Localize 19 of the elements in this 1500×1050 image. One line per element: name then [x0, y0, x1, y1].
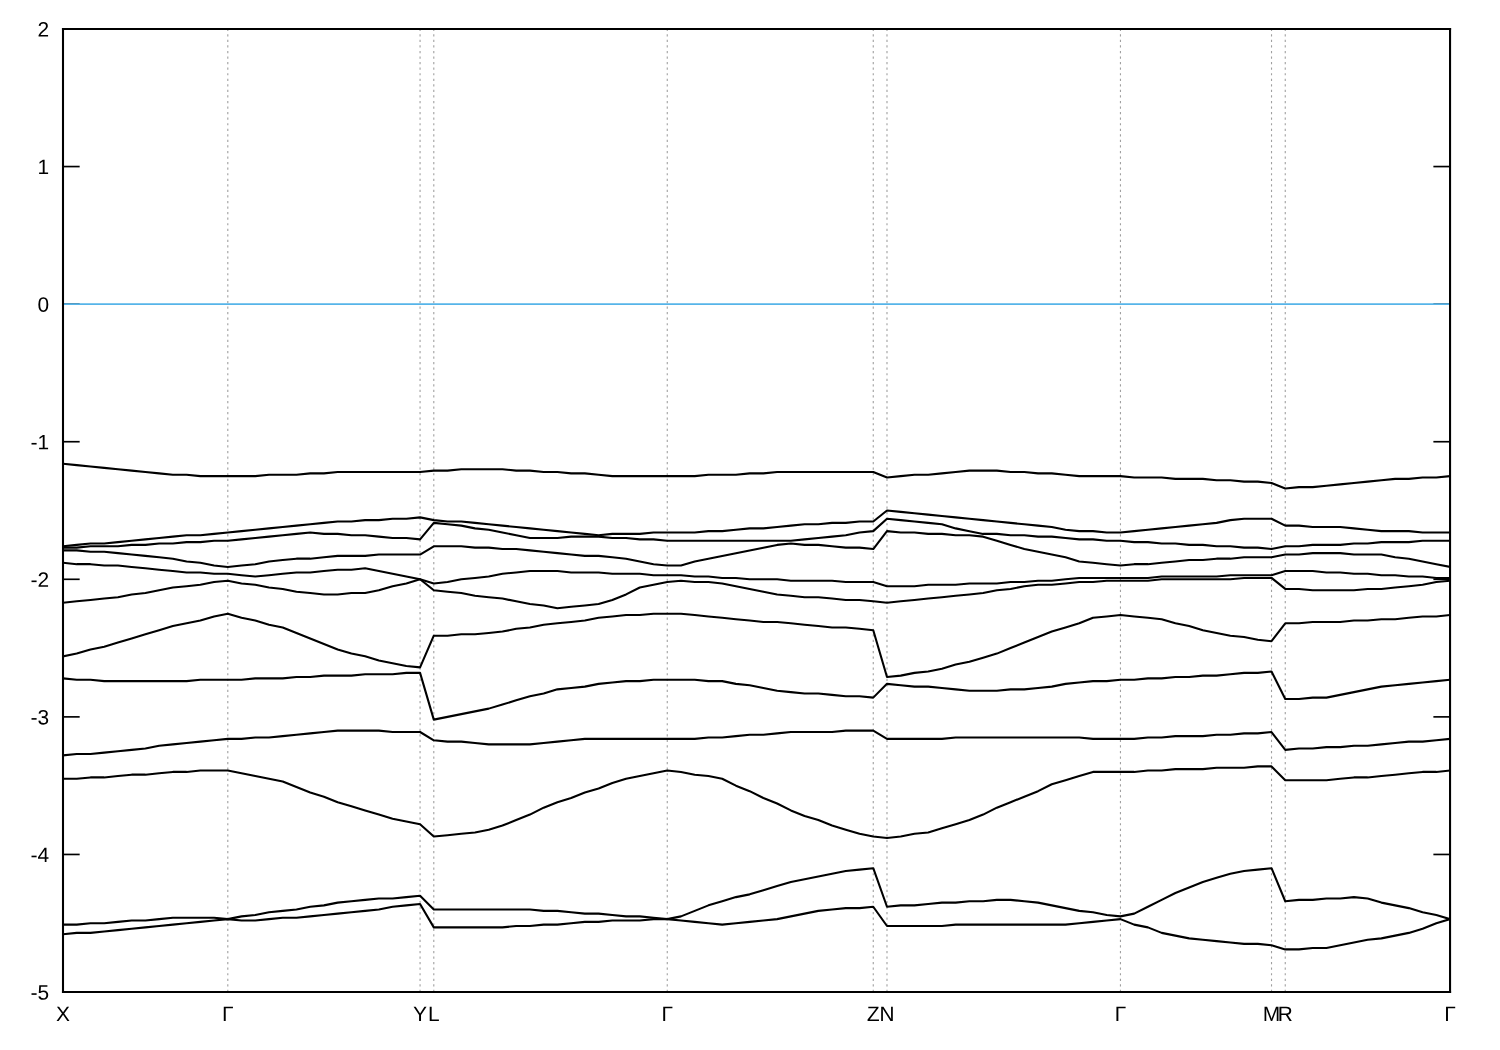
x-tick-label: Γ	[1446, 1006, 1456, 1022]
y-tick-label: -3	[31, 709, 49, 725]
x-tick-label: M	[1264, 1006, 1279, 1022]
x-tick-label: Γ	[1116, 1006, 1126, 1022]
y-tick-label: 0	[38, 297, 49, 312]
x-tick-label: R	[1279, 1006, 1292, 1022]
x-tick-label: Γ	[663, 1006, 673, 1022]
y-tick-label: 2	[38, 21, 49, 37]
x-tick-label: L	[429, 1006, 439, 1022]
y-tick-label: -1	[31, 434, 49, 450]
y-tick-label: -5	[31, 985, 49, 1000]
x-tick-label: Γ	[223, 1006, 233, 1022]
y-tick-label: 1	[39, 159, 49, 175]
y-tick-label: -4	[31, 847, 49, 863]
x-tick-label: N	[881, 1006, 893, 1022]
y-tick-label: -2	[31, 572, 49, 587]
x-tick-label: Y	[413, 1006, 427, 1022]
x-tick-label: X	[56, 1006, 70, 1022]
x-tick-label: Z	[867, 1006, 879, 1022]
